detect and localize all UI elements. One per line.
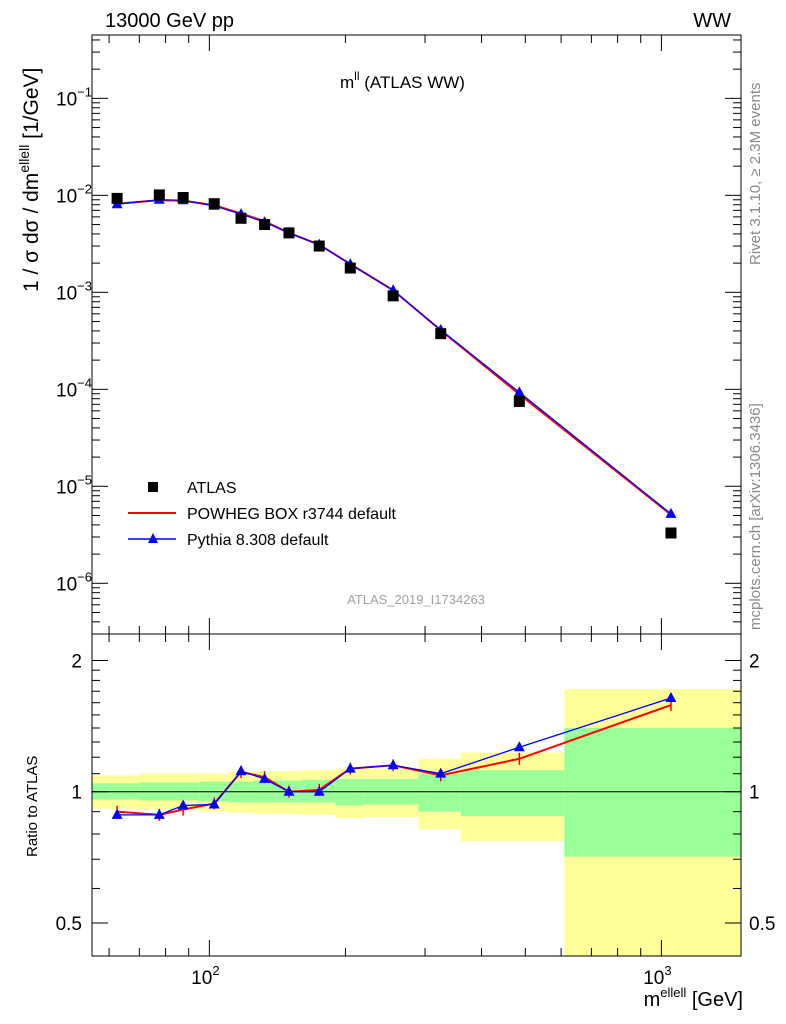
ratio-y-tick-label-left: 2 [71, 651, 82, 672]
ratio-green-band [564, 728, 741, 857]
atlas-data-point [111, 192, 123, 204]
main-y-tick-label: 10−2 [56, 181, 92, 207]
mcplots-label: mcplots.cern.ch [arXiv:1306.3436] [747, 403, 764, 630]
ratio-pythia-point [208, 798, 220, 809]
atlas-data-point [177, 192, 189, 204]
ratio-y-tick-label-right: 2 [749, 651, 760, 672]
atlas-data-point [283, 227, 295, 239]
ratio-y-tick-label-right: 0.5 [749, 914, 775, 935]
pythia-point [513, 386, 525, 397]
atlas-data-point [259, 219, 271, 231]
main-y-tick-label: 10−6 [56, 569, 92, 595]
atlas-data-point [313, 240, 325, 252]
ratio-panel-frame [91, 633, 742, 957]
atlas-data-point [513, 395, 525, 407]
legend-pythia-marker [148, 533, 158, 543]
ratio-pythia-point [387, 759, 399, 770]
x-axis-title: mellell [GeV] [644, 985, 743, 1011]
ratio-green-band [418, 773, 461, 812]
ratio-green-band [460, 770, 565, 816]
ratio-pythia-point [153, 808, 165, 819]
ratio-pythia-point [513, 741, 525, 752]
pythia-point [665, 507, 677, 518]
legend: ATLAS POWHEG BOX r3744 default Pythia 8.… [128, 480, 397, 549]
atlas-data-point [435, 328, 447, 340]
ratio-pythia-point [313, 785, 325, 796]
ratio-pythia-point [111, 808, 123, 819]
pythia-curve [117, 199, 672, 515]
main-y-tick-label: 10−4 [56, 375, 92, 401]
main-y-tick-label: 10−1 [56, 84, 92, 110]
ratio-y-tick-label-right: 1 [749, 783, 760, 804]
ratio-pythia-point [344, 762, 356, 773]
atlas-data-point [153, 189, 165, 201]
ratio-pythia-point [235, 765, 247, 776]
ratio-pythia-point [283, 785, 295, 796]
legend-atlas-marker [148, 482, 158, 492]
main-panel-axes: 10−6 10−5 10−4 10−3 10−2 10−1 [56, 34, 742, 635]
header-process-label: WW [693, 10, 731, 32]
ratio-pythia-point [435, 767, 447, 778]
ratio-y-tick-label-left: 0.5 [56, 914, 82, 935]
x-tick-label: 103 [643, 963, 671, 989]
main-panel-series [111, 189, 677, 539]
ratio-panel-axes: 0.5 0.5 1 1 2 2 102 103 [56, 633, 775, 989]
ratio-uncertainty-bands [92, 689, 741, 956]
rivet-version-label: Rivet 3.1.10, ≥ 2.3M events [747, 83, 764, 266]
atlas-data-point [208, 198, 220, 210]
ratio-panel-series [111, 692, 677, 821]
ratio-y-axis-title: Ratio to ATLAS [24, 756, 41, 857]
atlas-data-point [387, 290, 399, 302]
main-y-tick-label: 10−3 [56, 278, 92, 304]
main-y-tick-label: 10−5 [56, 472, 92, 498]
legend-pythia-label: Pythia 8.308 default [187, 532, 329, 549]
powheg-curve [117, 199, 672, 516]
main-y-axis-title: 1 / σ dσ / dmellell [1/GeV] [16, 68, 43, 292]
plot-title: mll (ATLAS WW) [340, 69, 465, 92]
x-tick-label: 102 [191, 963, 219, 989]
ratio-pythia-point [259, 772, 271, 783]
legend-atlas-label: ATLAS [187, 480, 237, 497]
ratio-y-tick-label-left: 1 [71, 783, 82, 804]
ratio-pythia-point [177, 799, 189, 810]
header-energy-label: 13000 GeV pp [105, 10, 234, 32]
atlas-data-point [235, 212, 247, 224]
ratio-pythia-point [665, 692, 677, 703]
legend-powheg-label: POWHEG BOX r3744 default [187, 506, 397, 523]
atlas-data-point [344, 262, 356, 274]
analysis-id-annotation: ATLAS_2019_I1734263 [347, 592, 485, 607]
atlas-data-point [665, 527, 677, 539]
